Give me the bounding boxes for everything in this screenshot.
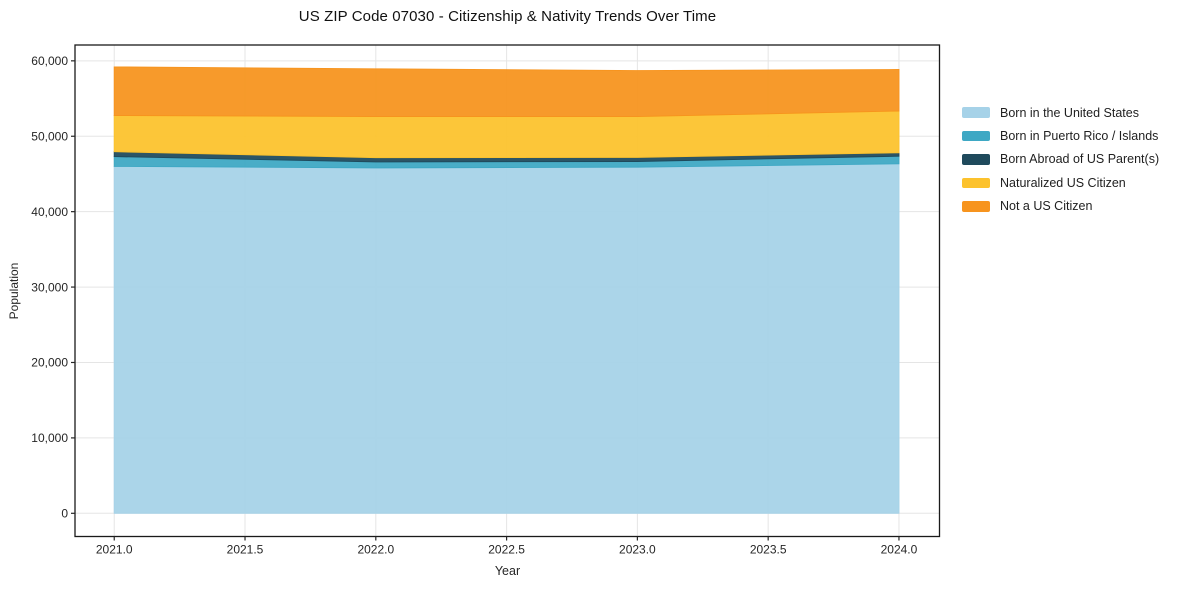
- y-tick-label: 10,000: [31, 431, 68, 445]
- x-tick-label: 2021.0: [96, 543, 133, 557]
- legend-item-born-in-the-united-states: Born in the United States: [962, 101, 1159, 124]
- x-tick-label: 2021.5: [227, 543, 264, 557]
- x-tick-label: 2022.0: [357, 543, 394, 557]
- y-tick-label: 50,000: [31, 129, 68, 143]
- x-tick-label: 2022.5: [488, 543, 525, 557]
- legend-label: Born in Puerto Rico / Islands: [1000, 129, 1159, 144]
- legend-label: Naturalized US Citizen: [1000, 175, 1126, 190]
- y-tick-label: 20,000: [31, 356, 68, 370]
- legend-label: Not a US Citizen: [1000, 199, 1093, 214]
- x-tick-label: 2024.0: [881, 543, 918, 557]
- y-tick-label: 0: [61, 507, 68, 521]
- x-axis-title: Year: [494, 564, 521, 578]
- legend: Born in the United States Born in Puerto …: [962, 101, 1159, 218]
- legend-label: Born Abroad of US Parent(s): [1000, 152, 1160, 167]
- legend-swatch-born-abroad-of-us-parent-s: [962, 154, 990, 165]
- legend-swatch-naturalized-us-citizen: [962, 177, 990, 189]
- legend-swatch-not-a-us-citizen: [962, 201, 990, 212]
- area-not-a-us-citizen: [113, 66, 900, 118]
- chart-title: US ZIP Code 07030 - Citizenship & Nativi…: [298, 8, 717, 25]
- y-tick-label: 60,000: [31, 54, 68, 68]
- legend-item-naturalized-us-citizen: Naturalized US Citizen: [962, 171, 1159, 194]
- x-tick-label: 2023.5: [750, 543, 787, 557]
- plot-frame: [74, 44, 941, 538]
- legend-item-born-in-puerto-rico-islands: Born in Puerto Rico / Islands: [962, 124, 1159, 147]
- legend-swatch-born-in-the-united-states: [962, 107, 990, 118]
- legend-swatch-born-in-puerto-rico-islands: [962, 130, 990, 142]
- legend-item-born-abroad-of-us-parent-s: Born Abroad of US Parent(s): [962, 148, 1159, 171]
- x-tick-label: 2023.0: [619, 543, 656, 557]
- y-tick-label: 30,000: [31, 280, 68, 294]
- legend-label: Born in the United States: [1000, 105, 1139, 120]
- y-axis-title: Population: [7, 262, 21, 320]
- area-naturalized-us-citizen: [113, 110, 900, 159]
- area-born-in-the-united-states: [113, 163, 900, 514]
- legend-item-not-a-us-citizen: Not a US Citizen: [962, 195, 1159, 218]
- y-tick-label: 40,000: [31, 205, 68, 219]
